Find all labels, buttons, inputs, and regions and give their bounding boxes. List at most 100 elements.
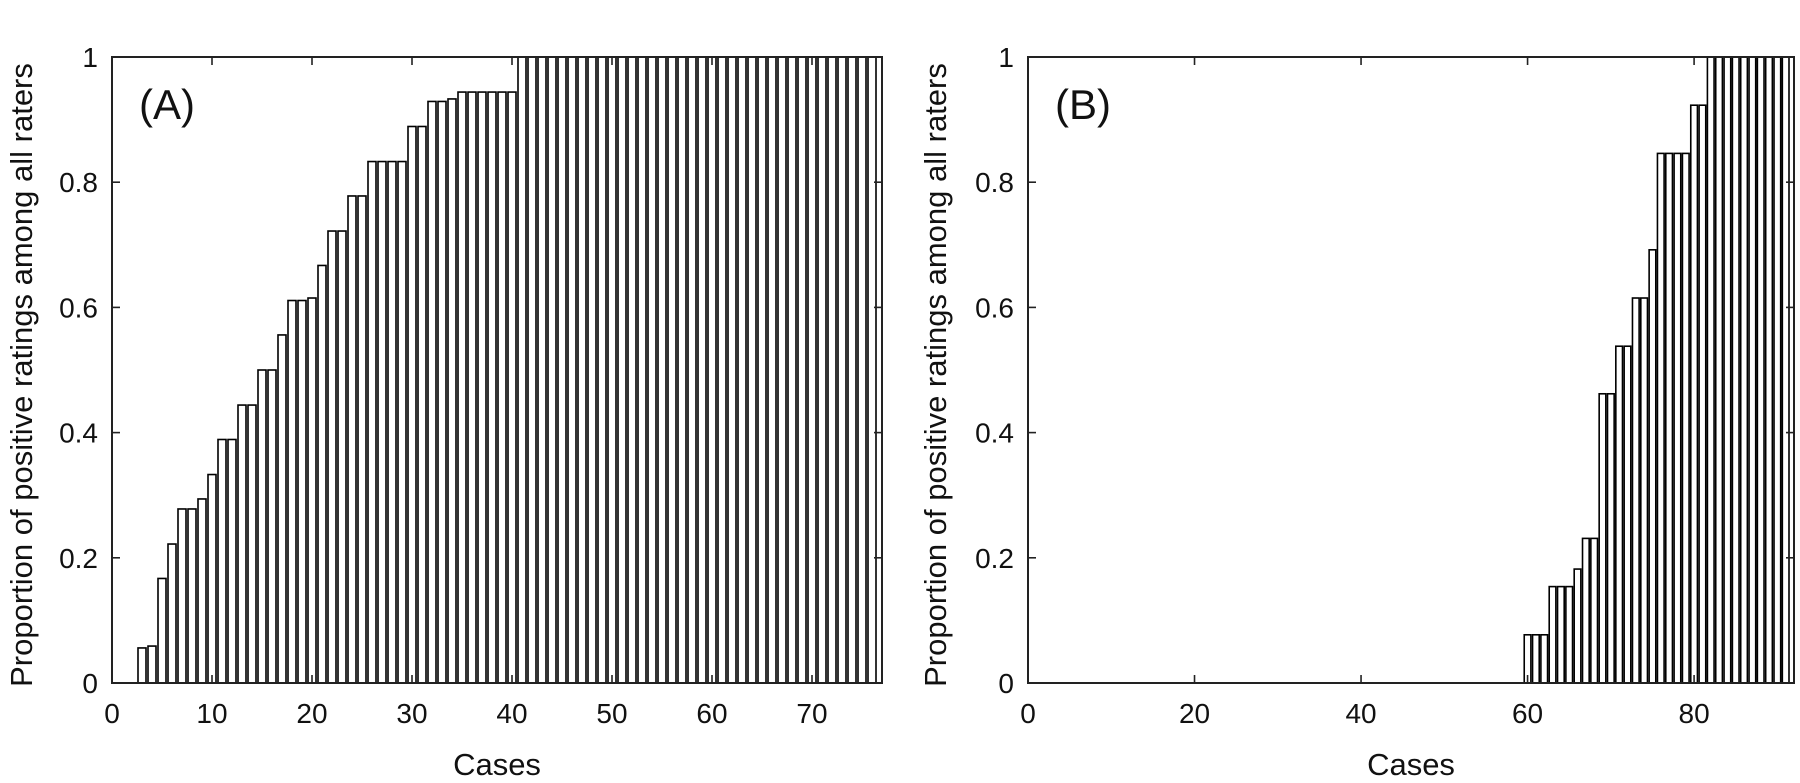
bar-b-76: [1656, 152, 1665, 684]
bar-a-19: [297, 299, 307, 684]
bar-a-46: [567, 56, 577, 684]
x-tick-label-a: 20: [296, 698, 327, 729]
bar-a-70: [807, 56, 817, 684]
bar-b-63: [1548, 585, 1557, 684]
x-tick-label-a: 70: [796, 698, 827, 729]
bar-a-44: [547, 56, 557, 684]
panel-label-b: (B): [1055, 81, 1111, 128]
bar-a-26: [367, 160, 377, 684]
bar-b-66: [1573, 568, 1582, 684]
x-tick-label-a: 50: [596, 698, 627, 729]
y-axis-label-b: Proportion of positive ratings among all…: [918, 63, 953, 687]
bar-a-61: [717, 56, 727, 684]
bar-b-84: [1723, 56, 1732, 684]
x-axis-label-a: Cases: [453, 747, 541, 782]
bar-b-70: [1606, 392, 1615, 684]
bar-b-64: [1556, 585, 1566, 684]
bar-b-73: [1631, 297, 1640, 684]
bar-b-80: [1689, 104, 1699, 684]
bar-b-87: [1748, 56, 1757, 684]
bar-a-9: [197, 498, 207, 684]
y-tick-label-b: 1: [998, 42, 1014, 73]
bar-a-62: [727, 56, 737, 684]
bar-a-34: [447, 98, 457, 684]
bar-a-10: [207, 473, 217, 684]
plot-frame-a: [111, 56, 883, 684]
bar-b-89: [1764, 56, 1774, 684]
bar-a-17: [277, 334, 287, 684]
chart-panel-a: 0 0.2 0.4 0.6 0.8 1 0 10 20 30 40 50 60 70 (A) Cases…: [4, 42, 883, 782]
bar-b-71: [1615, 345, 1624, 684]
bar-b-90: [1773, 56, 1782, 684]
bar-a-18: [287, 299, 297, 684]
bar-b-77: [1664, 152, 1674, 684]
bar-b-68: [1590, 537, 1599, 684]
bar-a-74: [847, 56, 857, 684]
bars-panel-b: [1523, 56, 1790, 684]
bar-a-13: [237, 404, 247, 684]
bar-b-88: [1756, 56, 1765, 684]
bar-a-71: [817, 56, 827, 684]
bar-a-47: [577, 56, 587, 684]
bar-b-81: [1698, 104, 1707, 684]
x-axis-a: 0 10 20 30 40 50 60 70: [104, 57, 828, 729]
x-tick-label-b: 0: [1020, 698, 1036, 729]
x-tick-label-b: 80: [1679, 698, 1710, 729]
bar-b-78: [1673, 152, 1682, 684]
bar-a-65: [757, 56, 767, 684]
y-tick-label-b: 0.4: [975, 418, 1014, 449]
bar-a-49: [597, 56, 607, 684]
bar-b-85: [1731, 56, 1740, 684]
bar-a-29: [397, 160, 407, 684]
bar-a-35: [457, 91, 467, 684]
bar-a-11: [217, 438, 227, 684]
bar-b-69: [1598, 392, 1607, 684]
bar-a-22: [327, 230, 337, 684]
bars-panel-a: [137, 56, 877, 684]
bar-a-25: [357, 195, 367, 684]
x-tick-label-b: 20: [1179, 698, 1210, 729]
x-tick-label-a: 0: [104, 698, 120, 729]
bar-a-69: [797, 56, 807, 684]
y-tick-label-a: 0.8: [59, 167, 98, 198]
x-axis-b: 0 20 40 60 80: [1020, 57, 1710, 729]
bar-a-66: [767, 56, 777, 684]
bar-a-40: [507, 91, 517, 684]
bar-a-55: [657, 56, 667, 684]
bar-a-54: [647, 56, 657, 684]
x-tick-label-a: 40: [496, 698, 527, 729]
bar-a-75: [857, 56, 867, 684]
y-tick-label-b: 0.6: [975, 292, 1014, 323]
bar-a-36: [467, 91, 477, 684]
y-tick-label-a: 0: [82, 668, 98, 699]
bar-b-86: [1739, 56, 1749, 684]
bar-b-61: [1531, 633, 1541, 684]
x-tick-label-b: 40: [1345, 698, 1376, 729]
bar-a-67: [777, 56, 787, 684]
x-tick-label-a: 60: [696, 698, 727, 729]
bar-b-91: [1781, 56, 1790, 684]
bar-a-52: [627, 56, 637, 684]
bar-b-74: [1640, 297, 1649, 684]
bar-a-45: [557, 56, 567, 684]
bar-a-5: [157, 577, 167, 684]
x-tick-label-b: 60: [1512, 698, 1543, 729]
bar-a-53: [637, 56, 647, 684]
bar-b-79: [1681, 152, 1690, 684]
bar-a-6: [167, 543, 177, 684]
bar-a-7: [177, 508, 187, 684]
bar-a-32: [427, 100, 437, 684]
bar-a-31: [417, 125, 427, 684]
bar-a-4: [147, 645, 157, 684]
bar-a-41: [517, 56, 527, 684]
y-tick-label-b: 0.2: [975, 543, 1014, 574]
bar-a-38: [487, 91, 497, 684]
y-tick-label-a: 1: [82, 42, 98, 73]
bar-a-15: [257, 369, 267, 684]
bar-a-8: [187, 508, 197, 684]
bar-a-56: [667, 56, 677, 684]
bar-a-59: [697, 56, 707, 684]
panel-label-a: (A): [139, 81, 195, 128]
bar-a-51: [617, 56, 627, 684]
